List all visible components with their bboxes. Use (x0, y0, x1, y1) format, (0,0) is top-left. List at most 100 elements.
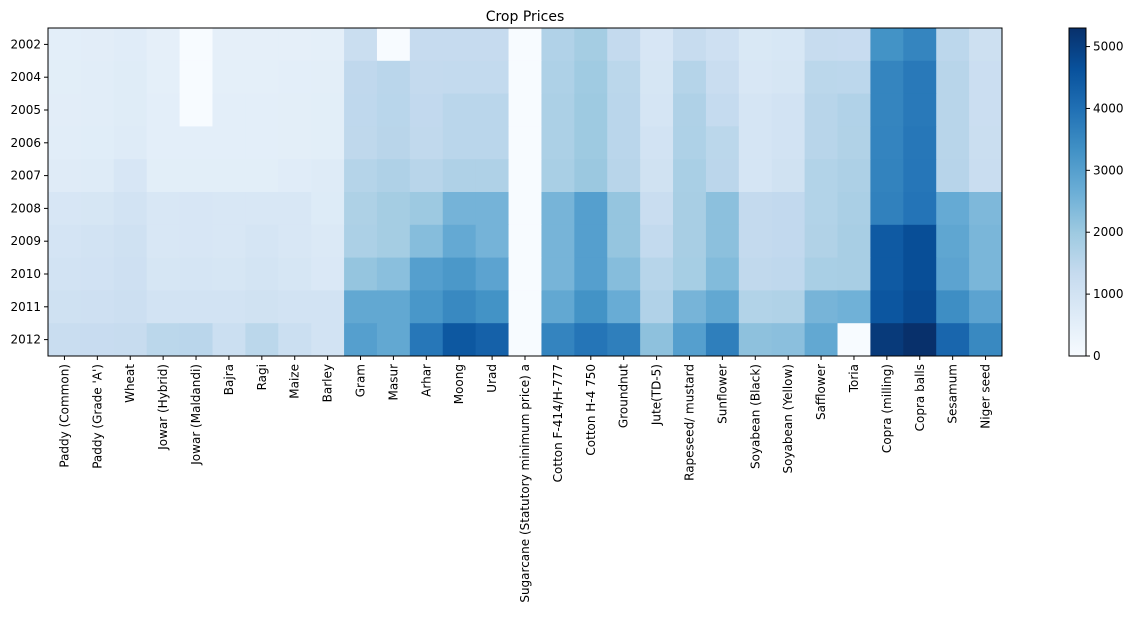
x-tick-label: Gram (354, 364, 368, 397)
x-tick-label: Ragi (255, 364, 269, 390)
heatmap-cell (508, 126, 542, 160)
heatmap-cell (673, 323, 707, 357)
heatmap-cell (508, 257, 542, 291)
heatmap-cell (48, 60, 82, 95)
heatmap-cell (278, 159, 312, 193)
heatmap-cell (771, 93, 806, 127)
heatmap-cell (179, 323, 213, 357)
heatmap-cell (837, 93, 871, 127)
heatmap-cell (212, 159, 246, 193)
heatmap-cell (936, 126, 970, 160)
x-tick-label: Paddy (Grade 'A') (90, 364, 104, 469)
heatmap-cell (969, 159, 1003, 193)
heatmap-cell (804, 192, 839, 226)
heatmap-cell (278, 257, 312, 291)
heatmap-cell (508, 159, 542, 193)
heatmap-cell (311, 192, 345, 226)
heatmap-cell (738, 159, 773, 193)
x-tick-label: Urad (485, 364, 499, 393)
heatmap-cell (376, 28, 411, 62)
heatmap-cell (738, 126, 773, 160)
heatmap-cell (804, 159, 839, 193)
heatmap-cell (409, 28, 444, 62)
heatmap-cell (113, 290, 148, 324)
heatmap-cell (311, 159, 345, 193)
y-tick-label: 2011 (10, 300, 41, 314)
heatmap-cell (311, 28, 345, 62)
heatmap-cell (804, 126, 839, 160)
heatmap-cell (574, 60, 608, 95)
x-tick-label: Cotton H-4 750 (584, 364, 598, 456)
heatmap-cell (475, 126, 510, 160)
heatmap-cell (771, 257, 806, 291)
heatmap-cell (442, 290, 477, 324)
heatmap-cell (212, 93, 246, 127)
heatmap-cell (344, 28, 378, 62)
heatmap-cell (146, 290, 181, 324)
heatmap-cell (344, 60, 378, 95)
heatmap-cell (113, 159, 148, 193)
y-tick-label: 2002 (10, 37, 41, 51)
heatmap-cell (936, 257, 970, 291)
heatmap-cell (771, 290, 806, 324)
heatmap-cell (376, 126, 411, 160)
x-tick-label: Moong (452, 364, 466, 404)
heatmap-cell (705, 93, 740, 127)
heatmap-cell (442, 159, 477, 193)
heatmap-cell (245, 126, 279, 160)
heatmap-cell (673, 257, 707, 291)
heatmap-cell (409, 257, 444, 291)
heatmap-cell (936, 192, 970, 226)
heatmap-cell (804, 224, 839, 259)
heatmap-cell (409, 159, 444, 193)
x-tick-label: Rapeseed/ mustard (683, 364, 697, 481)
heatmap-cell (738, 323, 773, 357)
x-tick-label: Arhar (419, 364, 433, 397)
heatmap-cell (113, 60, 148, 95)
x-tick-label: Masur (386, 364, 400, 401)
heatmap-cell (969, 60, 1003, 95)
heatmap-cell (903, 126, 937, 160)
heatmap-cell (771, 60, 806, 95)
heatmap-cell (442, 224, 477, 259)
y-axis: 2002 2004 2005 2006 2007 2008 2009 2010 2011 2012 (10, 37, 48, 347)
heatmap-cell (574, 257, 608, 291)
y-tick-label: 2010 (10, 267, 41, 281)
heatmap-cell (705, 159, 740, 193)
x-tick-label: Bajra (222, 364, 236, 395)
heatmap-cell (376, 224, 411, 259)
heatmap-cell (673, 60, 707, 95)
heatmap-cell (574, 93, 608, 127)
x-tick-label: Niger seed (979, 364, 993, 429)
heatmap-cell (541, 224, 575, 259)
heatmap-cell (245, 60, 279, 95)
heatmap-cell (738, 192, 773, 226)
x-tick-label: Maize (288, 364, 302, 399)
heatmap-cell (48, 93, 82, 127)
heatmap-cell (804, 323, 839, 357)
heatmap-cell (278, 224, 312, 259)
heatmap-cell (870, 126, 904, 160)
heatmap-cell (48, 290, 82, 324)
heatmap-cells (48, 28, 1003, 357)
heatmap-cell (673, 93, 707, 127)
heatmap-cell (574, 192, 608, 226)
heatmap-cell (442, 126, 477, 160)
heatmap-cell (179, 60, 213, 95)
heatmap-cell (245, 192, 279, 226)
heatmap-cell (607, 60, 641, 95)
x-tick-label: Sunflower (715, 364, 729, 424)
y-tick-label: 2009 (10, 234, 41, 248)
heatmap-cell (113, 323, 148, 357)
heatmap-cell (640, 290, 674, 324)
heatmap-cell (837, 257, 871, 291)
heatmap-cell (903, 28, 937, 62)
heatmap-cell (574, 290, 608, 324)
heatmap-cell (936, 60, 970, 95)
colorbar-tick-label: 1000 (1093, 287, 1124, 301)
x-tick-label: Soyabean (Yellow) (781, 364, 795, 474)
heatmap-cell (640, 28, 674, 62)
heatmap-cell (409, 323, 444, 357)
heatmap-cell (936, 224, 970, 259)
heatmap-cell (311, 224, 345, 259)
